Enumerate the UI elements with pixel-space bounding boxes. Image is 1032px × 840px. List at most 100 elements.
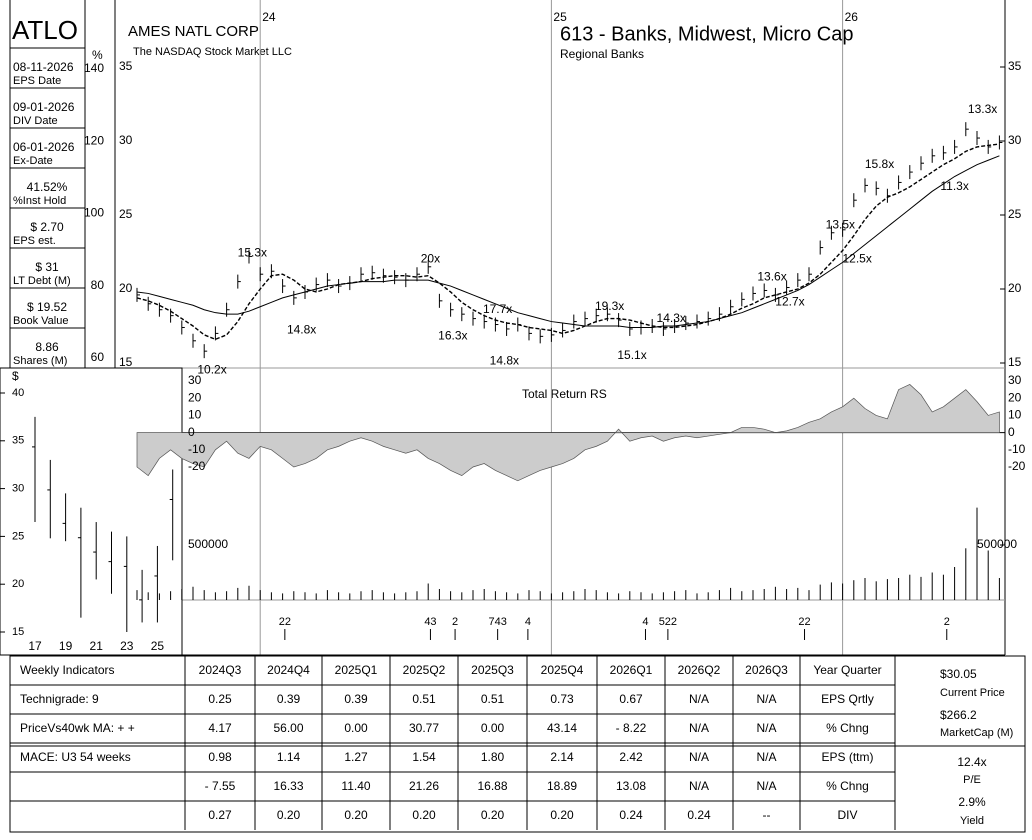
pe-annotation: 14.8x: [287, 323, 316, 337]
table-cell: 13.08: [616, 779, 646, 793]
table-cell: 0.20: [481, 808, 505, 822]
info-value: 2.9%: [958, 795, 986, 809]
side-label: Book Value: [13, 315, 68, 327]
info-label: Current Price: [940, 687, 1005, 699]
event-label: 2: [944, 616, 950, 628]
table-cell: 0.24: [619, 808, 643, 822]
table-cell: MACE: U3 54 weeks: [20, 750, 131, 764]
table-cell: 0.20: [550, 808, 574, 822]
pe-annotation: 15.1x: [617, 348, 646, 362]
y-tick-label: 20: [1008, 281, 1022, 295]
table-cell: 1.14: [277, 750, 301, 764]
table-cell: 18.89: [547, 779, 577, 793]
event-label: 4: [642, 616, 648, 628]
info-value: $30.05: [940, 667, 977, 681]
table-cell: Technigrade: 9: [20, 692, 99, 706]
side-value: $ 2.70: [30, 220, 64, 234]
table-cell: N/A: [689, 750, 709, 764]
table-header: 2025Q4: [541, 663, 584, 677]
side-value: 8.86: [35, 340, 59, 354]
y-tick-label: 35: [1008, 59, 1022, 73]
table-header: 2025Q2: [403, 663, 446, 677]
pe-annotation: 17.7x: [483, 302, 512, 316]
vol-tick-label: 500000: [977, 537, 1017, 551]
side-label: EPS est.: [13, 235, 56, 247]
pe-annotation: 12.7x: [775, 294, 804, 308]
pe-annotation: 12.5x: [842, 252, 871, 266]
rs-tick-label: 30: [1008, 373, 1022, 387]
table-cell: % Chng: [826, 721, 869, 735]
table-header: 2024Q3: [199, 663, 242, 677]
table-cell: EPS (ttm): [821, 750, 873, 764]
pe-annotation: 16.3x: [438, 329, 467, 343]
pe-annotation: 11.3x: [940, 179, 968, 193]
table-cell: - 8.22: [616, 721, 647, 735]
pe-annotation: 15.8x: [865, 157, 894, 171]
inset-frame: [0, 367, 183, 656]
event-label: 743: [488, 616, 506, 628]
table-cell: N/A: [689, 779, 709, 793]
pe-annotation: 14.3x: [657, 311, 686, 325]
table-cell: 16.33: [273, 779, 303, 793]
rs-tick-label: 10: [1008, 408, 1022, 422]
info-label: MarketCap (M): [940, 727, 1013, 739]
table-cell: 0.20: [277, 808, 301, 822]
y-tick-label: 35: [119, 59, 133, 73]
rs-tick-label: 10: [188, 408, 202, 422]
table-cell: 0.39: [344, 692, 368, 706]
table-cell: 2.14: [550, 750, 574, 764]
table-header: Weekly Indicators: [20, 663, 114, 677]
info-value: $266.2: [940, 708, 977, 722]
event-label: 22: [798, 616, 810, 628]
table-cell: EPS Qrtly: [821, 692, 874, 706]
rs-tick-label: 20: [1008, 390, 1022, 404]
table-cell: 0.00: [344, 721, 368, 735]
table-cell: 0.24: [687, 808, 711, 822]
table-header: 2026Q1: [610, 663, 653, 677]
y-tick-label: 15: [1008, 355, 1022, 369]
table-cell: N/A: [756, 692, 776, 706]
table-cell: 0.20: [344, 808, 368, 822]
y-tick-label: 30: [1008, 133, 1022, 147]
exchange: The NASDAQ Stock Market LLC: [133, 46, 292, 58]
side-label: Shares (M): [13, 355, 67, 367]
table-cell: - 7.55: [205, 779, 236, 793]
table-cell: --: [763, 808, 771, 822]
y-tick-label: 30: [119, 133, 133, 147]
table-cell: 0.27: [208, 808, 232, 822]
table-header: 2025Q3: [471, 663, 514, 677]
industry: Regional Banks: [560, 47, 644, 61]
ma-line: [136, 155, 1000, 328]
pct-tick-label: 100: [84, 206, 104, 220]
table-cell: 0.25: [208, 692, 232, 706]
pe-annotation: 19.3x: [595, 299, 624, 313]
rs-tick-label: -10: [1008, 442, 1026, 456]
table-cell: N/A: [756, 721, 776, 735]
table-cell: N/A: [756, 779, 776, 793]
ma-line: [136, 143, 1000, 341]
inset-x-label: 17: [28, 639, 42, 653]
pe-annotation: 10.2x: [197, 363, 226, 377]
side-label: Ex-Date: [13, 155, 53, 167]
table-cell: 0.98: [208, 750, 232, 764]
y-tick-label: 15: [119, 355, 133, 369]
pe-annotation: 13.3x: [968, 102, 997, 116]
side-label: %Inst Hold: [13, 195, 66, 207]
table-cell: 0.39: [277, 692, 301, 706]
inset-tick-label: 25: [12, 530, 24, 542]
table-header: 2026Q2: [678, 663, 721, 677]
info-value: 12.4x: [957, 755, 986, 769]
table-cell: 0.51: [481, 692, 505, 706]
inset-x-label: 23: [120, 639, 134, 653]
company-name: AMES NATL CORP: [128, 23, 259, 40]
table-header: Year Quarter: [813, 663, 881, 677]
table-cell: DIV: [837, 808, 857, 822]
side-label: LT Debt (M): [13, 275, 71, 287]
table-cell: 0.00: [481, 721, 505, 735]
rs-tick-label: 0: [188, 425, 195, 439]
pct-tick-label: 120: [84, 133, 104, 147]
x-tick-label: 25: [553, 10, 567, 24]
table-cell: N/A: [689, 692, 709, 706]
table-cell: 30.77: [409, 721, 439, 735]
side-value: $ 31: [35, 260, 59, 274]
